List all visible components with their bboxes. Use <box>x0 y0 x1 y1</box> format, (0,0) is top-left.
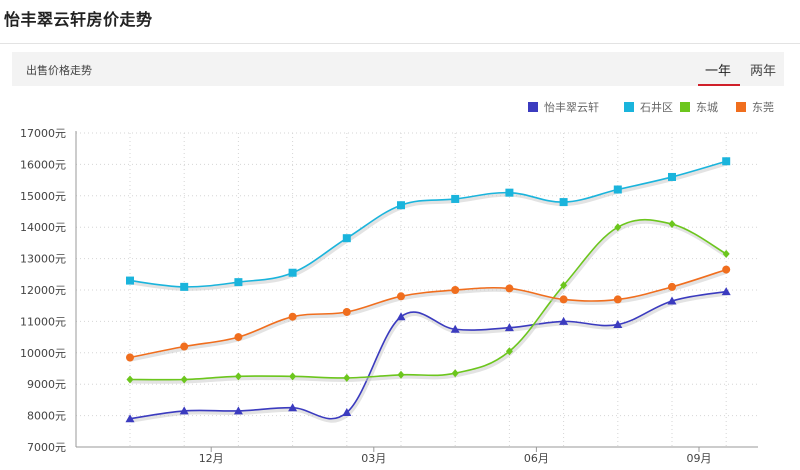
series-line <box>129 290 727 420</box>
y-tick-label: 12000元 <box>20 284 66 297</box>
data-point-square <box>126 276 134 285</box>
data-point-diamond <box>722 249 730 258</box>
x-tick-label: 12月 <box>199 452 224 465</box>
data-point-triangle <box>342 407 352 416</box>
y-tick-label: 13000元 <box>20 253 66 266</box>
legend-swatch <box>624 102 634 112</box>
y-tick-label: 9000元 <box>27 378 66 391</box>
data-point-triangle <box>450 324 460 333</box>
data-point-square <box>559 198 568 207</box>
legend-swatch <box>528 102 538 112</box>
data-point-triangle <box>233 406 243 415</box>
legend-label: 怡丰翠云轩 <box>544 100 599 114</box>
data-point-square <box>451 194 460 203</box>
data-point-circle <box>342 307 351 316</box>
data-point-triangle <box>179 406 189 415</box>
data-point-diamond <box>343 373 351 382</box>
y-tick-label: 14000元 <box>20 221 66 234</box>
y-tick-label: 16000元 <box>20 158 66 171</box>
legend-swatch <box>680 102 690 112</box>
data-point-circle <box>505 284 514 293</box>
title-divider <box>0 43 800 44</box>
x-tick-label: 09月 <box>687 452 712 465</box>
series-triangle <box>125 287 731 423</box>
tab-two-years[interactable]: 两年 <box>750 64 777 79</box>
series-line <box>129 268 727 359</box>
data-point-triangle <box>396 312 406 321</box>
data-point-triangle <box>504 323 514 332</box>
data-point-diamond <box>397 370 405 379</box>
data-point-triangle <box>559 316 569 325</box>
y-tick-label: 15000元 <box>20 190 66 203</box>
data-point-diamond <box>505 347 513 356</box>
data-point-diamond <box>451 369 459 378</box>
y-tick-label: 17000元 <box>20 127 66 140</box>
y-tick-label: 11000元 <box>20 315 66 328</box>
series-square <box>126 157 731 291</box>
legend-swatch <box>736 102 746 112</box>
data-point-diamond <box>668 220 676 229</box>
data-point-diamond <box>126 375 134 384</box>
chart-axes <box>75 131 758 452</box>
data-point-square <box>722 157 731 166</box>
data-point-square <box>288 268 297 277</box>
legend-label: 东莞 <box>752 101 774 114</box>
data-point-circle <box>451 286 460 294</box>
series-line-shadow <box>130 219 729 384</box>
x-tick-label: 03月 <box>361 452 386 465</box>
data-point-diamond <box>289 372 297 381</box>
data-point-square <box>613 185 622 194</box>
series-line-shadow <box>130 161 728 291</box>
data-point-square <box>180 282 189 291</box>
legend-label: 石井区 <box>640 100 673 114</box>
data-point-triangle <box>721 287 731 296</box>
data-point-circle <box>234 333 243 342</box>
data-point-circle <box>668 282 676 291</box>
y-tick-label: 10000元 <box>20 347 66 360</box>
data-point-circle <box>722 265 731 274</box>
data-point-diamond <box>560 281 568 290</box>
page-title: 怡丰翠云轩房价走势 <box>4 10 153 29</box>
series-diamond <box>126 218 730 384</box>
trend-subbar: 出售价格走势 一年 两年 <box>12 52 784 86</box>
data-point-square <box>668 172 676 181</box>
tab-one-year[interactable]: 一年 <box>705 64 732 79</box>
data-point-circle <box>559 295 568 304</box>
data-point-square <box>342 234 351 243</box>
data-point-triangle <box>667 296 677 305</box>
price-trend-label: 出售价格走势 <box>26 64 92 77</box>
series-line-shadow <box>130 291 728 423</box>
data-point-diamond <box>234 372 242 381</box>
data-point-square <box>505 188 514 197</box>
data-point-circle <box>126 353 134 362</box>
chart-legend: 怡丰翠云轩 石井区 东城 东莞 <box>528 100 774 114</box>
data-point-circle <box>288 312 297 321</box>
data-point-diamond <box>180 375 188 384</box>
x-tick-label: 06月 <box>524 452 549 465</box>
series-circle <box>126 265 731 362</box>
data-point-square <box>397 201 405 210</box>
data-point-circle <box>613 295 622 304</box>
chart-series <box>125 157 731 423</box>
data-point-circle <box>180 342 189 351</box>
data-point-diamond <box>614 223 622 232</box>
data-point-circle <box>397 292 405 301</box>
legend-label: 东城 <box>696 101 718 114</box>
series-line-shadow <box>130 269 728 362</box>
data-point-triangle <box>288 403 298 412</box>
y-tick-label: 8000元 <box>27 410 66 423</box>
chart-ticks: 7000元 8000元 9000元 10000元 11000元 12000元 13000元 1… <box>20 127 712 465</box>
data-point-square <box>234 278 243 287</box>
data-point-triangle <box>613 320 623 329</box>
data-point-triangle <box>125 414 135 423</box>
y-tick-label: 7000元 <box>27 441 66 454</box>
active-tab-indicator <box>698 84 740 86</box>
